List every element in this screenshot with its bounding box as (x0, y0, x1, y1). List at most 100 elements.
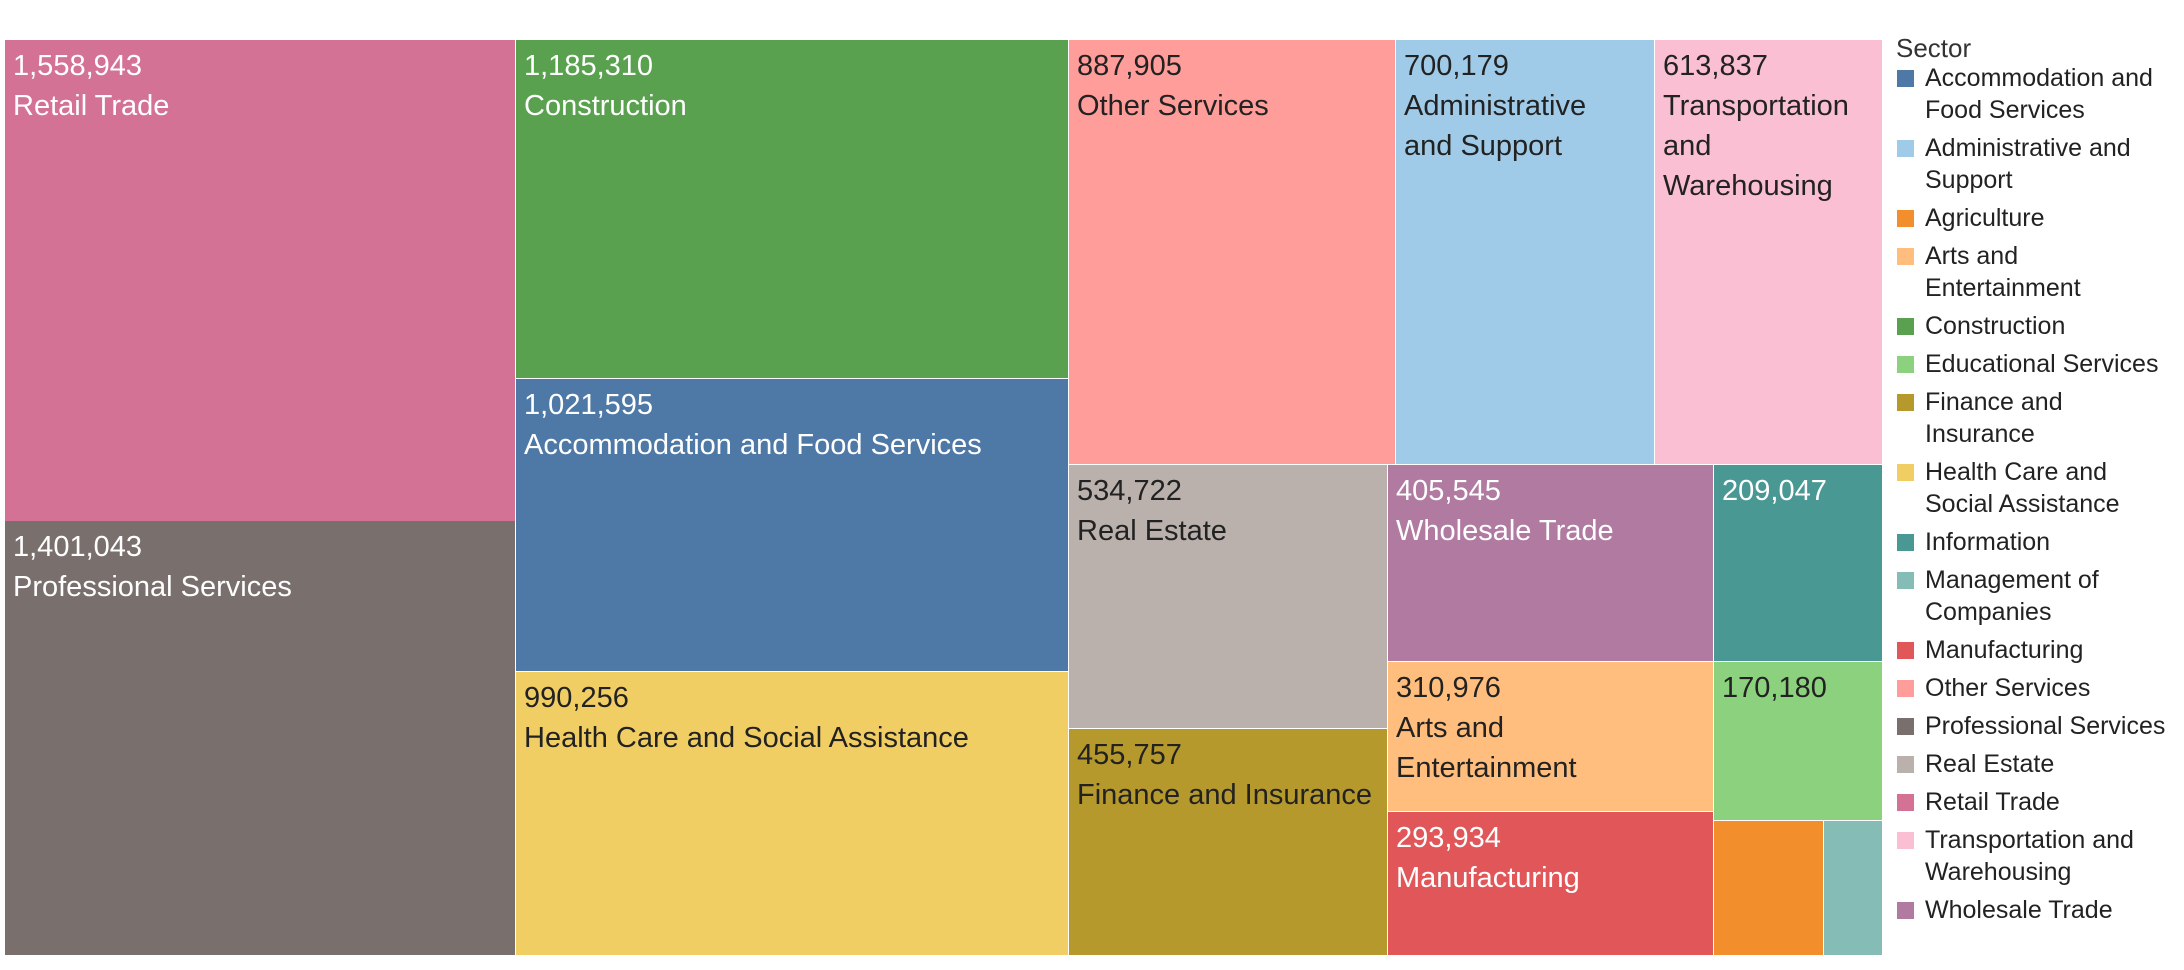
legend-label: Other Services (1925, 674, 2090, 702)
tile-sector-label: Wholesale Trade (1396, 515, 1614, 547)
legend-item[interactable]: Professional Services (1897, 712, 2165, 740)
tile-agriculture[interactable] (1714, 821, 1823, 955)
legend-item[interactable]: Administrative and Support (1897, 134, 2131, 194)
tile-rect (1069, 40, 1395, 464)
tile-value-label: 700,179 (1404, 50, 1509, 82)
legend-label: Finance and (1925, 388, 2063, 416)
legend-swatch (1897, 572, 1914, 589)
tile-retail-trade[interactable]: 1,558,943 Retail Trade (5, 40, 515, 521)
tile-administrative-and-support[interactable]: 700,179 Administrative and Support (1396, 40, 1654, 464)
legend-swatch (1897, 70, 1914, 87)
tile-other-services[interactable]: 887,905 Other Services (1069, 40, 1395, 464)
legend-label: Arts and (1925, 242, 2018, 270)
tile-sector-label: Arts and (1396, 712, 1504, 744)
tile-rect (1714, 821, 1823, 955)
legend-item[interactable]: Management of Companies (1897, 566, 2099, 626)
legend-item[interactable]: Health Care and Social Assistance (1897, 458, 2120, 518)
legend-item[interactable]: Finance and Insurance (1897, 388, 2063, 448)
tile-sector-label: Warehousing (1663, 170, 1833, 202)
tile-sector-label: Transportation (1663, 90, 1849, 122)
tile-value-label: 534,722 (1077, 475, 1182, 507)
legend-item[interactable]: Wholesale Trade (1897, 896, 2113, 924)
legend-item[interactable]: Accommodation and Food Services (1897, 64, 2153, 124)
tile-value-label: 990,256 (524, 682, 629, 714)
tile-professional-services[interactable]: 1,401,043 Professional Services (5, 521, 515, 955)
tile-arts-and-entertainment[interactable]: 310,976 Arts and Entertainment (1388, 662, 1713, 811)
legend-label: Educational Services (1925, 350, 2158, 378)
tile-rect (1396, 40, 1654, 464)
legend-item[interactable]: Educational Services (1897, 350, 2158, 378)
legend-swatch (1897, 794, 1914, 811)
tile-rect (1388, 662, 1713, 811)
tile-rect (1714, 465, 1882, 661)
tile-wholesale-trade[interactable]: 405,545 Wholesale Trade (1388, 465, 1713, 661)
legend-swatch (1897, 534, 1914, 551)
tile-rect (1388, 812, 1713, 955)
legend-label: Construction (1925, 312, 2065, 340)
legend-item[interactable]: Information (1897, 528, 2050, 556)
tile-sector-label: Real Estate (1077, 515, 1227, 547)
tile-management-of-companies[interactable] (1824, 821, 1882, 955)
legend-label: Manufacturing (1925, 636, 2083, 664)
legend-swatch (1897, 140, 1914, 157)
legend-label: Information (1925, 528, 2050, 556)
legend-swatch (1897, 680, 1914, 697)
legend-label: Professional Services (1925, 712, 2165, 740)
legend-item[interactable]: Transportation and Warehousing (1897, 826, 2134, 886)
tile-finance-and-insurance[interactable]: 455,757 Finance and Insurance (1069, 729, 1387, 955)
legend-swatch (1897, 318, 1914, 335)
legend-swatch (1897, 902, 1914, 919)
legend-item[interactable]: Arts and Entertainment (1897, 242, 2081, 302)
legend-swatch (1897, 832, 1914, 849)
tile-construction[interactable]: 1,185,310 Construction (516, 40, 1068, 378)
legend-item[interactable]: Agriculture (1897, 204, 2045, 232)
tile-rect (1655, 40, 1882, 464)
tile-value-label: 293,934 (1396, 822, 1501, 854)
tile-sector-label: Manufacturing (1396, 862, 1580, 894)
tile-educational-services[interactable]: 170,180 (1714, 662, 1882, 820)
tile-information[interactable]: 209,047 (1714, 465, 1882, 661)
legend-item[interactable]: Construction (1897, 312, 2065, 340)
legend-label: Management of (1925, 566, 2099, 594)
tile-manufacturing[interactable]: 293,934 Manufacturing (1388, 812, 1713, 955)
tile-transportation-and-warehousing[interactable]: 613,837 Transportation and Warehousing (1655, 40, 1882, 464)
legend-label: Entertainment (1925, 274, 2081, 302)
tile-sector-label: Finance and Insurance (1077, 779, 1372, 811)
tile-real-estate[interactable]: 534,722 Real Estate (1069, 465, 1387, 728)
legend-swatch (1897, 248, 1914, 265)
legend-label: Health Care and (1925, 458, 2107, 486)
legend-swatch (1897, 394, 1914, 411)
tile-rect (516, 379, 1068, 671)
tile-sector-label: Accommodation and Food Services (524, 429, 982, 461)
tile-sector-label: Construction (524, 90, 687, 122)
legend-label: Real Estate (1925, 750, 2054, 778)
tile-rect (1388, 465, 1713, 661)
tile-accommodation-and-food-services[interactable]: 1,021,595 Accommodation and Food Services (516, 379, 1068, 671)
tile-sector-label: Retail Trade (13, 90, 169, 122)
tile-rect (516, 672, 1068, 955)
legend-item[interactable]: Other Services (1897, 674, 2090, 702)
tile-sector-label: and (1663, 130, 1711, 162)
legend-item[interactable]: Manufacturing (1897, 636, 2083, 664)
legend-label: Transportation and (1925, 826, 2134, 854)
tile-rect (1824, 821, 1882, 955)
legend-item[interactable]: Retail Trade (1897, 788, 2060, 816)
legend-swatch (1897, 642, 1914, 659)
legend-swatch (1897, 718, 1914, 735)
legend-item[interactable]: Real Estate (1897, 750, 2054, 778)
tile-sector-label: Administrative (1404, 90, 1586, 122)
tile-rect (5, 521, 515, 955)
tile-health-care-and-social-assistance[interactable]: 990,256 Health Care and Social Assistance (516, 672, 1068, 955)
tile-value-label: 1,558,943 (13, 50, 142, 82)
legend-label: Social Assistance (1925, 490, 2120, 518)
tile-value-label: 310,976 (1396, 672, 1501, 704)
legend-label: Administrative and (1925, 134, 2131, 162)
legend-swatch (1897, 210, 1914, 227)
legend-label: Food Services (1925, 96, 2085, 124)
tile-rect (1714, 662, 1882, 820)
tile-value-label: 209,047 (1722, 475, 1827, 507)
tile-value-label: 1,021,595 (524, 389, 653, 421)
tile-sector-label: Other Services (1077, 90, 1269, 122)
legend: Sector Accommodation and Food Services Adm… (1896, 33, 2165, 924)
